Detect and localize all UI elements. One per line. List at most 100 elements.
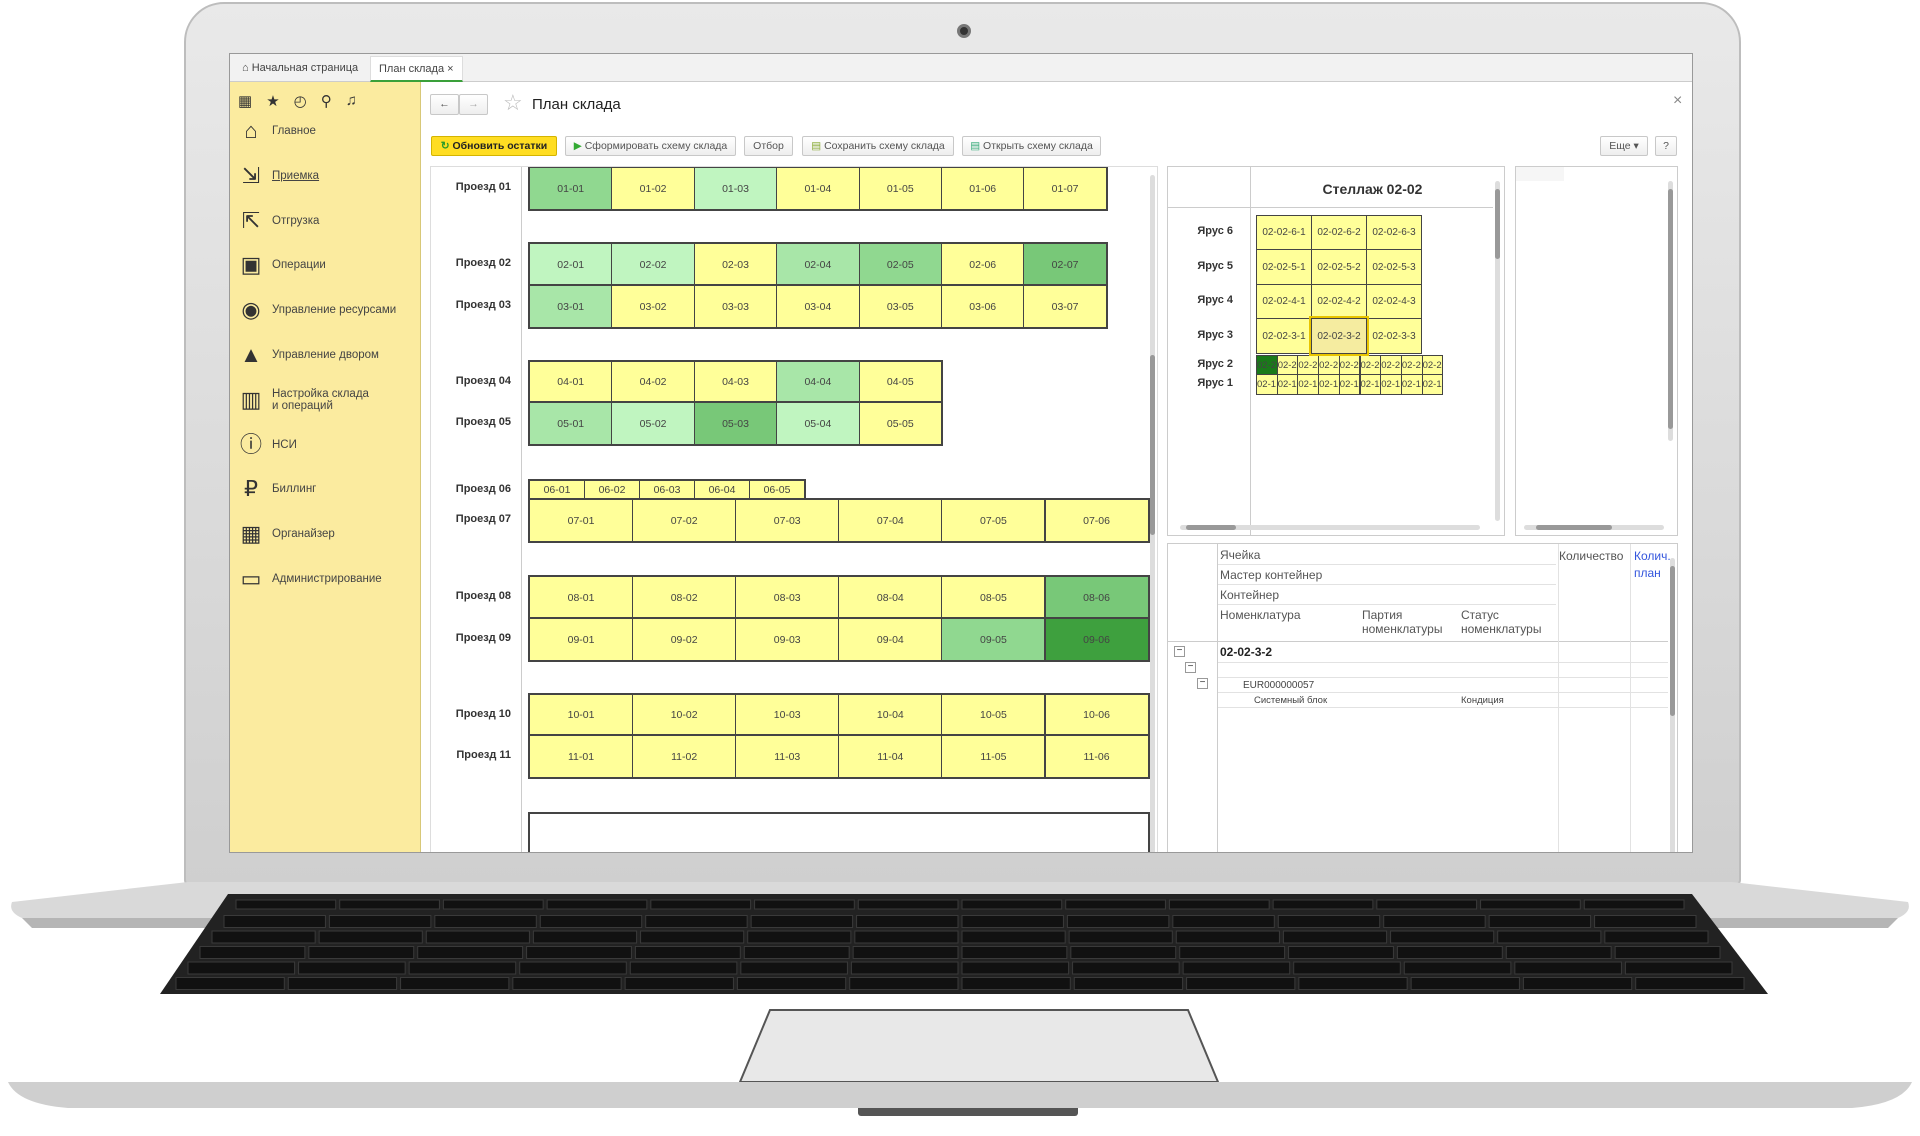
scroll-thumb[interactable]	[1668, 189, 1673, 429]
scroll-thumb[interactable]	[1495, 189, 1500, 259]
sidebar-item[interactable]: ▲ Управление двором	[238, 342, 418, 368]
open-scheme-button[interactable]: ▤ Открыть схему склада	[962, 136, 1101, 156]
rack-cell[interactable]: 02-2	[1421, 355, 1444, 375]
sidebar-item[interactable]: ◉ Управление ресурсами	[238, 297, 418, 323]
history-icon[interactable]: ◴	[293, 93, 307, 110]
rack-cell[interactable]: 02-2	[1400, 355, 1423, 375]
rack-cell[interactable]: 02-2	[1359, 355, 1382, 375]
sidebar-item[interactable]: ⓘ НСИ	[238, 432, 418, 458]
sidebar-item[interactable]: ⇲ Приемка	[238, 163, 418, 189]
col-nomenclature[interactable]: Номенклатура	[1220, 608, 1301, 622]
warehouse-cell[interactable]: 08-05	[941, 576, 1046, 619]
warehouse-cell[interactable]: 06-05	[749, 480, 805, 500]
rack-cell[interactable]: 02-2	[1256, 355, 1278, 375]
scroll-thumb[interactable]	[1186, 525, 1236, 530]
warehouse-cell[interactable]: 08-03	[735, 576, 840, 619]
rack-cell[interactable]: 02-02-6-2	[1311, 215, 1367, 250]
warehouse-cell[interactable]: 01-07	[1023, 167, 1107, 210]
rack-cell[interactable]: 02-1	[1421, 374, 1444, 395]
bell-icon[interactable]: ♫	[345, 92, 357, 109]
col-batch[interactable]: Партия номенклатуры	[1362, 608, 1443, 636]
rack-cell[interactable]: 02-02-6-3	[1366, 215, 1422, 250]
rack-cell[interactable]: 02-2	[1297, 355, 1320, 375]
forward-button[interactable]: →	[459, 94, 488, 115]
close-window-button[interactable]: ×	[1673, 92, 1683, 109]
rack-hscroll[interactable]	[1180, 525, 1480, 530]
warehouse-cell[interactable]: 11-03	[735, 735, 840, 778]
rack-cell[interactable]: 02-02-3-3	[1366, 318, 1422, 354]
col-master-container[interactable]: Мастер контейнер	[1220, 568, 1323, 582]
tab-warehouse-plan[interactable]: План склада ×	[370, 56, 463, 82]
rack-cell[interactable]: 02-02-4-2	[1311, 284, 1367, 319]
warehouse-cell[interactable]: 10-02	[632, 694, 737, 736]
rack-cell[interactable]: 02-02-5-1	[1256, 249, 1312, 285]
warehouse-cell[interactable]: 02-03	[693, 243, 778, 286]
side-vscroll[interactable]	[1668, 181, 1673, 441]
rack-cell[interactable]: 02-02-4-1	[1256, 284, 1312, 319]
rack-cell[interactable]: 02-2	[1318, 355, 1340, 375]
rack-cell[interactable]: 02-02-3-1	[1256, 318, 1312, 354]
rack-cell[interactable]: 02-1	[1338, 374, 1361, 395]
sidebar-item[interactable]: ▣ Операции	[238, 252, 418, 278]
col-qty-plan[interactable]: Колич. план	[1634, 549, 1671, 580]
warehouse-cell[interactable]: 05-01	[529, 402, 613, 445]
rack-cell[interactable]: 02-2	[1338, 355, 1361, 375]
filter-button[interactable]: Отбор	[744, 136, 793, 156]
tab-home[interactable]: ⌂ Начальная страница	[242, 62, 359, 74]
warehouse-cell[interactable]: 03-07	[1023, 285, 1107, 328]
scroll-thumb[interactable]	[1150, 355, 1155, 535]
side-hscroll[interactable]	[1524, 525, 1664, 530]
warehouse-cell[interactable]: 11-02	[632, 735, 737, 778]
rack-cell[interactable]: 02-1	[1297, 374, 1320, 395]
sidebar-item[interactable]: ₽ Биллинг	[238, 476, 418, 502]
row-cell-id[interactable]: 02-02-3-2	[1220, 645, 1273, 659]
favorite-star-icon[interactable]: ☆	[503, 90, 523, 115]
sidebar-item[interactable]: ▥ Настройка склада и операций	[238, 387, 418, 413]
rack-vscroll[interactable]	[1495, 181, 1500, 521]
warehouse-cell[interactable]: 03-05	[858, 285, 942, 328]
col-container[interactable]: Контейнер	[1220, 588, 1280, 602]
build-scheme-button[interactable]: ▶ Сформировать схему склада	[565, 136, 736, 156]
back-button[interactable]: ←	[430, 94, 459, 115]
warehouse-cell[interactable]: 05-02	[611, 402, 695, 445]
close-tab-icon[interactable]: ×	[447, 63, 454, 75]
row-item[interactable]: Системный блок	[1254, 695, 1328, 706]
star-icon[interactable]: ★	[266, 93, 280, 110]
rack-cell[interactable]: 02-02-3-2	[1309, 316, 1369, 356]
scroll-thumb[interactable]	[1670, 566, 1675, 716]
rack-cell[interactable]: 02-2	[1276, 355, 1299, 375]
apps-grid-icon[interactable]: ▦	[238, 93, 253, 110]
rack-cell[interactable]: 02-1	[1318, 374, 1340, 395]
row-container[interactable]: EUR000000057	[1243, 680, 1315, 691]
sidebar-item[interactable]: ▦ Органайзер	[238, 521, 418, 547]
warehouse-cell[interactable]: 10-05	[941, 694, 1046, 736]
collapse-icon[interactable]: −	[1174, 646, 1185, 657]
warehouse-cell[interactable]: 04-02	[611, 361, 695, 403]
warehouse-cell[interactable]: 01-05	[858, 167, 942, 210]
warehouse-cell[interactable]: 02-05	[858, 243, 942, 286]
rack-cell[interactable]: 02-02-4-3	[1366, 284, 1422, 319]
col-status[interactable]: Статус номенклатуры	[1461, 608, 1542, 636]
col-cell[interactable]: Ячейка	[1220, 548, 1261, 562]
warehouse-cell[interactable]: 09-05	[941, 618, 1046, 661]
warehouse-cell[interactable]: 02-07	[1023, 243, 1107, 286]
help-button[interactable]: ?	[1655, 136, 1677, 156]
warehouse-cell[interactable]: 03-06	[941, 285, 1025, 328]
rack-cell[interactable]: 02-02-5-2	[1311, 249, 1367, 285]
warehouse-cell[interactable]: 08-01	[529, 576, 634, 619]
collapse-icon[interactable]: −	[1185, 662, 1196, 673]
warehouse-cell[interactable]: 07-03	[735, 499, 840, 542]
rack-cell[interactable]: 02-1	[1400, 374, 1423, 395]
warehouse-cell[interactable]: 10-04	[838, 694, 943, 736]
rack-cell[interactable]: 02-02-5-3	[1366, 249, 1422, 285]
rack-cell[interactable]: 02-2	[1380, 355, 1402, 375]
col-qty[interactable]: Количество	[1559, 549, 1624, 563]
warehouse-cell[interactable]: 11-01	[529, 735, 634, 778]
warehouse-cell[interactable]: 09-01	[529, 618, 634, 661]
search-icon[interactable]: ⚲	[320, 93, 332, 110]
rack-cell[interactable]: 02-1	[1256, 374, 1278, 395]
sidebar-item[interactable]: ⇱ Отгрузка	[238, 208, 418, 234]
warehouse-cell[interactable]: 11-04	[838, 735, 943, 778]
warehouse-cell[interactable]: 02-06	[941, 243, 1025, 286]
warehouse-cell[interactable]: 09-06	[1044, 618, 1149, 661]
